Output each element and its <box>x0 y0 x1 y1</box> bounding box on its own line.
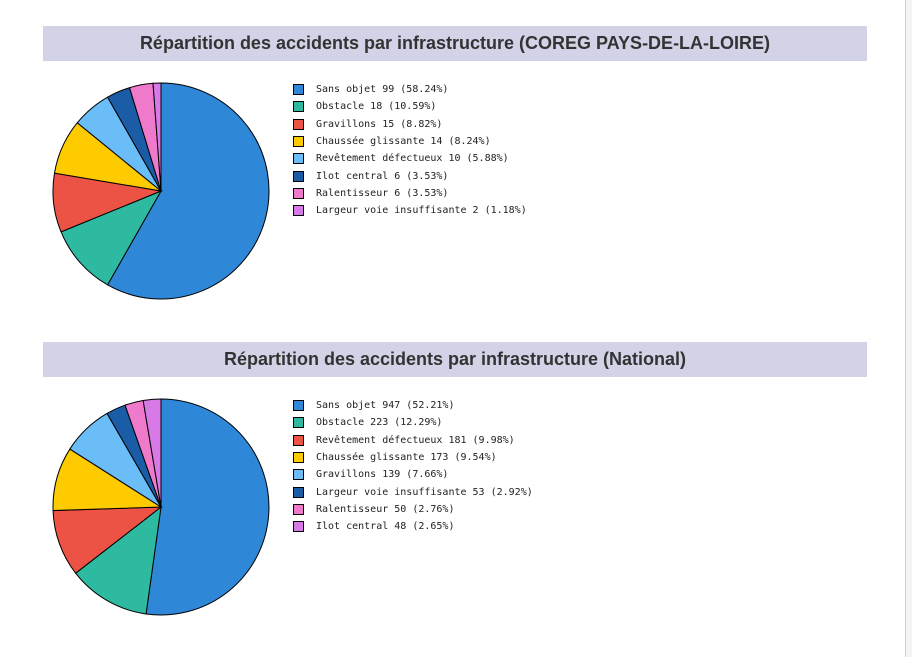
legend-item: Gravillons 139 (7.66%) <box>293 466 533 483</box>
legend-label: Obstacle 18 (10.59%) <box>316 101 437 113</box>
legend-item: Obstacle 223 (12.29%) <box>293 414 533 431</box>
pie-slice <box>152 82 162 192</box>
legend-item: Revêtement défectueux 10 (5.88%) <box>293 150 527 167</box>
legend-item: Ilot central 48 (2.65%) <box>293 518 533 535</box>
legend-label: Ralentisseur 50 (2.76%) <box>316 503 455 515</box>
legend-label: Sans objet 99 (58.24%) <box>316 84 449 96</box>
legend-swatch <box>293 469 304 481</box>
legend-label: Gravillons 139 (7.66%) <box>316 469 449 481</box>
legend-label: Sans objet 947 (52.21%) <box>316 400 455 412</box>
legend-label: Largeur voie insuffisante 2 (1.18%) <box>316 205 527 217</box>
legend-label: Chaussée glissante 173 (9.54%) <box>316 452 497 464</box>
legend-item: Obstacle 18 (10.59%) <box>293 98 527 115</box>
pie-slice <box>106 82 270 300</box>
legend-item: Chaussée glissante 173 (9.54%) <box>293 449 533 466</box>
legend-swatch <box>293 101 304 113</box>
legend-label: Ralentisseur 6 (3.53%) <box>316 187 449 199</box>
legend-item: Sans objet 947 (52.21%) <box>293 397 533 414</box>
legend: Sans objet 947 (52.21%) Obstacle 223 (12.… <box>293 397 533 535</box>
legend: Sans objet 99 (58.24%) Obstacle 18 (10.59… <box>293 81 527 219</box>
pie-chart <box>52 82 270 300</box>
legend-swatch <box>293 434 304 446</box>
legend-swatch <box>293 170 304 182</box>
legend-swatch <box>293 452 304 464</box>
legend-swatch <box>293 417 304 429</box>
legend-label: Obstacle 223 (12.29%) <box>316 417 443 429</box>
legend-item: Ilot central 6 (3.53%) <box>293 167 527 184</box>
legend-swatch <box>293 84 304 96</box>
legend-label: Chaussée glissante 14 (8.24%) <box>316 136 491 148</box>
legend-item: Ralentisseur 50 (2.76%) <box>293 501 533 518</box>
legend-item: Largeur voie insuffisante 2 (1.18%) <box>293 202 527 219</box>
legend-swatch <box>293 136 304 148</box>
pie-slice <box>60 189 163 286</box>
legend-swatch <box>293 521 304 533</box>
chart-coreg: Répartition des accidents par infrastruc… <box>43 26 867 300</box>
pie-slice <box>74 505 162 615</box>
chart-national: Répartition des accidents par infrastruc… <box>43 342 867 616</box>
legend-label: Gravillons 15 (8.82%) <box>316 118 443 130</box>
chart-title: Répartition des accidents par infrastruc… <box>43 342 867 377</box>
legend-swatch <box>293 118 304 130</box>
legend-swatch <box>293 153 304 165</box>
legend-item: Ralentisseur 6 (3.53%) <box>293 185 527 202</box>
legend-label: Revêtement défectueux 181 (9.98%) <box>316 434 515 446</box>
legend-swatch <box>293 187 304 199</box>
legend-swatch <box>293 486 304 498</box>
legend-swatch <box>293 400 304 412</box>
legend-item: Revêtement défectueux 181 (9.98%) <box>293 432 533 449</box>
legend-swatch <box>293 503 304 515</box>
legend-label: Ilot central 6 (3.53%) <box>316 170 449 182</box>
legend-item: Gravillons 15 (8.82%) <box>293 116 527 133</box>
legend-label: Largeur voie insuffisante 53 (2.92%) <box>316 486 533 498</box>
pie-slice <box>145 398 270 616</box>
chart-title: Répartition des accidents par infrastruc… <box>43 26 867 61</box>
legend-item: Largeur voie insuffisante 53 (2.92%) <box>293 483 533 500</box>
legend-item: Sans objet 99 (58.24%) <box>293 81 527 98</box>
scrollbar-edge[interactable] <box>905 0 912 657</box>
legend-swatch <box>293 205 304 217</box>
pie-slice <box>142 398 162 508</box>
pie-chart <box>52 398 270 616</box>
legend-item: Chaussée glissante 14 (8.24%) <box>293 133 527 150</box>
legend-label: Revêtement défectueux 10 (5.88%) <box>316 153 509 165</box>
legend-label: Ilot central 48 (2.65%) <box>316 521 455 533</box>
